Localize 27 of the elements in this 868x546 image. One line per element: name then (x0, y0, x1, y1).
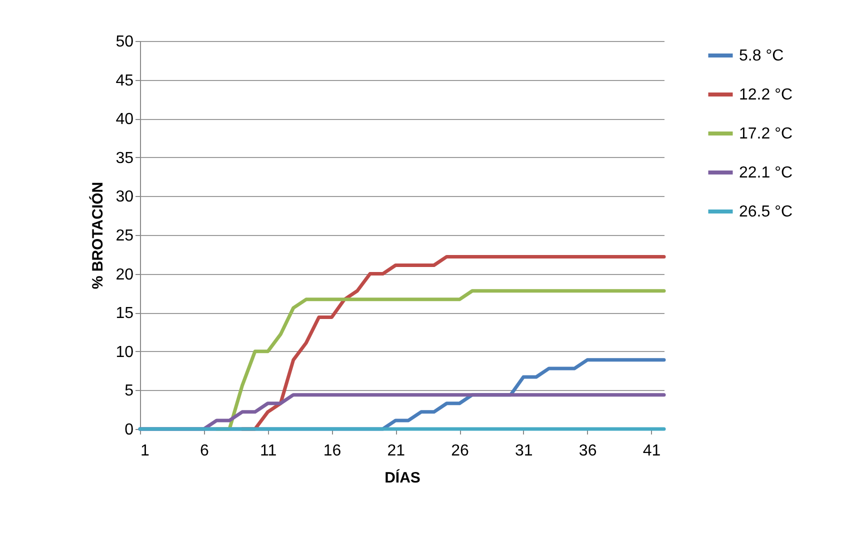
legend-label: 17.2 °C (739, 126, 793, 142)
x-tick-label: 11 (260, 442, 277, 460)
x-tick-label: 6 (200, 442, 209, 460)
legend-label: 5.8 °C (739, 48, 784, 64)
y-tick-label: 0 (124, 422, 134, 438)
x-tick-label: 1 (140, 442, 150, 460)
y-tick-label: 50 (116, 34, 134, 50)
legend-label: 12.2 °C (739, 86, 793, 104)
x-tick-label: 21 (387, 442, 406, 460)
y-tick-label: 30 (116, 188, 134, 206)
x-tick-label: 26 (451, 442, 470, 460)
y-tick-label: 15 (116, 305, 134, 322)
y-tick-label: 35 (116, 150, 134, 167)
legend-label: 22.1 °C (739, 164, 793, 182)
x-tick-label: 36 (578, 442, 597, 460)
x-tick-label: 41 (642, 442, 661, 460)
y-axis-title: % BROTACIÓN (88, 182, 107, 290)
y-tick-label: 40 (116, 111, 134, 128)
x-tick-label: 16 (323, 442, 342, 460)
x-tick-label: 31 (515, 442, 533, 460)
x-axis-title: DÍAS (384, 468, 420, 486)
y-tick-label: 10 (116, 344, 134, 361)
y-tick-label: 20 (116, 266, 134, 284)
y-tick-label: 5 (124, 382, 134, 400)
y-tick-label: 25 (116, 228, 134, 244)
y-tick-label: 45 (116, 72, 134, 90)
legend-label: 26.5 °C (739, 204, 793, 220)
